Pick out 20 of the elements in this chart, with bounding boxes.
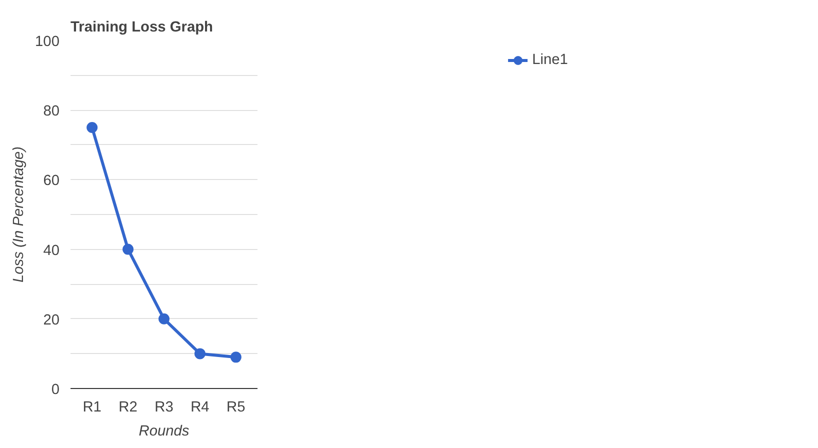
point [194,348,206,360]
x-tick-label: R4 [190,400,210,416]
x-tick-label: R2 [118,400,138,416]
x-tick-label: R5 [226,400,246,416]
y-tick-label: 0 [51,382,60,398]
y-tick-label: 100 [35,34,60,50]
x-axis-title: Rounds [138,424,190,440]
point [158,313,170,324]
y-tick-label: 60 [43,173,60,190]
x-tick-label: R1 [82,400,102,416]
x-tick-label: R3 [154,400,174,416]
point [86,122,98,133]
point [122,244,134,255]
y-tick-label: 20 [43,312,60,328]
chart-title: Training Loss Graph [70,20,214,36]
y-tick-label: 40 [43,242,60,259]
point [230,352,242,363]
y-tick-label: 80 [43,104,60,120]
y-axis-title: Loss (In Percentage) [11,146,28,283]
legend-label: Line1 [532,52,568,68]
